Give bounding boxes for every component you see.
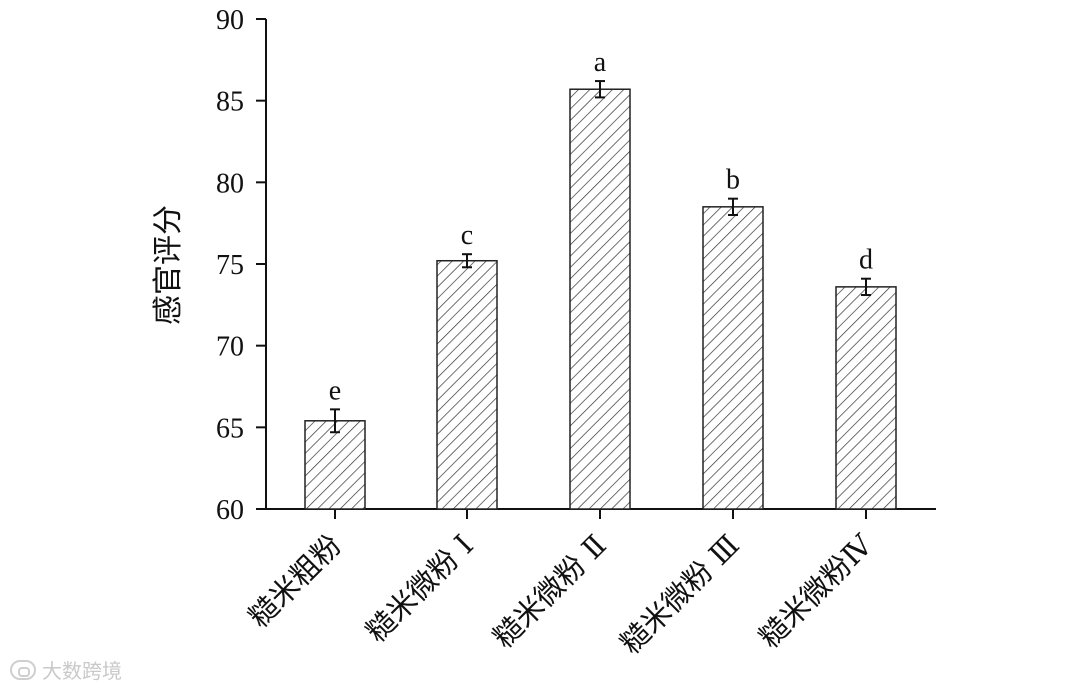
bars [304, 88, 897, 510]
significance-letter: a [594, 47, 607, 78]
watermark-logo-icon [10, 659, 36, 680]
significance-letter: d [859, 245, 873, 276]
significance-letter: c [461, 220, 473, 251]
x-category-label: 糙米粗粉 [242, 528, 348, 634]
significance-letter: e [329, 375, 341, 406]
y-tick-label: 60 [216, 495, 244, 526]
bar [702, 206, 764, 510]
y-axis-title: 感官评分 [151, 205, 186, 325]
y-tick-label: 80 [216, 168, 244, 199]
bar [304, 420, 366, 510]
y-tick-label: 90 [216, 5, 244, 36]
x-axis-labels: 糙米粗粉 糙米微粉 Ⅰ 糙米微粉 Ⅱ 糙米微粉 Ⅲ 糙米微粉Ⅳ [242, 527, 880, 660]
significance-letters: e c a b d [329, 47, 873, 406]
bar [835, 286, 897, 510]
y-tick-label: 85 [216, 87, 244, 118]
x-category-label: 糙米微粉 Ⅰ [359, 528, 480, 649]
y-tick-label: 70 [216, 332, 244, 363]
bar [436, 259, 498, 510]
axes: 60 65 70 75 80 85 90 [216, 5, 936, 526]
x-category-label: 糙米微粉 Ⅱ [486, 528, 613, 655]
significance-letter: b [726, 165, 740, 196]
x-category-label: 糙米微粉Ⅳ [752, 527, 879, 654]
x-category-label: 糙米微粉 Ⅲ [614, 528, 746, 660]
y-tick-label: 65 [216, 413, 244, 444]
watermark: 大数跨境 [10, 655, 122, 684]
watermark-text: 大数跨境 [42, 659, 122, 683]
error-bars [330, 80, 871, 434]
y-tick-label: 75 [216, 250, 244, 281]
bar [569, 88, 631, 510]
